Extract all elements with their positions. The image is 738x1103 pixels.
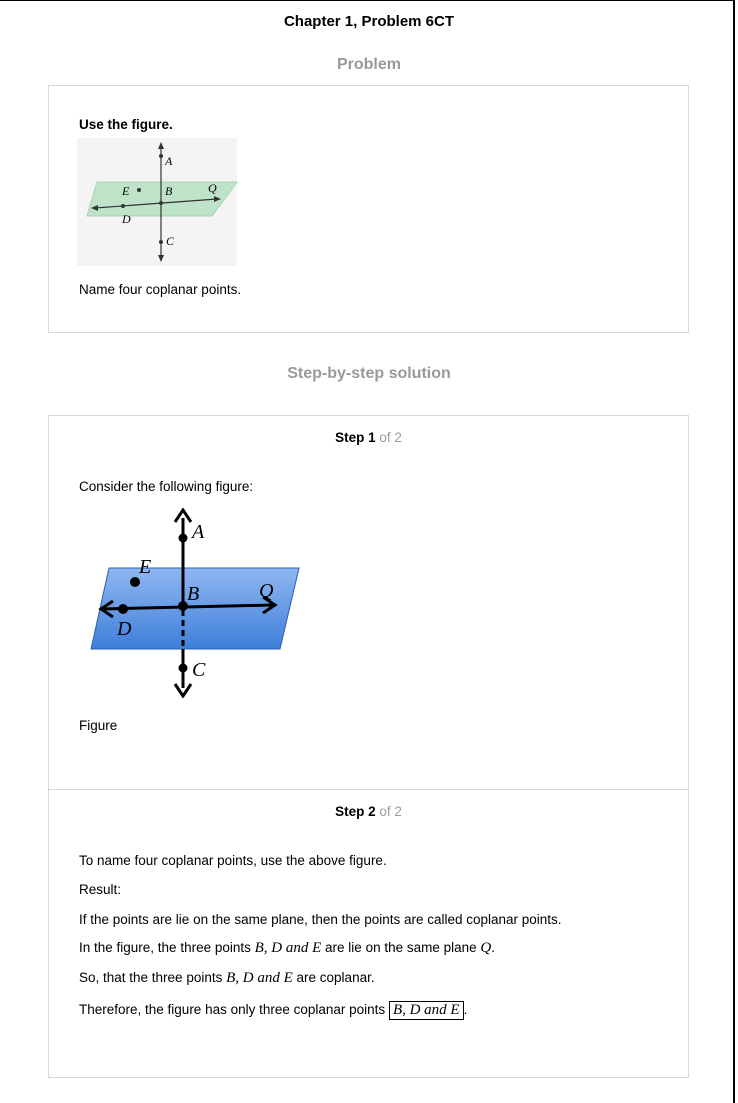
fig1-label-D: D (121, 212, 131, 226)
fig2-label-D: D (116, 618, 132, 640)
step-2-label: Step (335, 804, 365, 819)
step-2-line-2: Result: (79, 882, 122, 897)
line-5-text: So, that the three points (79, 970, 227, 985)
fig2-label-E: E (138, 556, 151, 578)
step-1-figure: A B C D E Q (90, 508, 300, 698)
fig2-label-C: C (192, 659, 206, 681)
step-2-line-5: So, that the three points B, D and E are… (79, 970, 375, 987)
problem-heading: Problem (336, 56, 401, 73)
step-2-line-6: Therefore, the figure has only three cop… (79, 1001, 468, 1020)
step-2-line-3: If the points are lie on the same plane,… (79, 912, 562, 927)
line-5-math: B, D and E (226, 970, 293, 986)
problem-panel: Use the figure. A B C D E Q Name four co… (48, 85, 689, 333)
line-4-end: . (491, 940, 496, 955)
step-1-label: Step (335, 430, 365, 445)
step-2-line-1: To name four coplanar points, use the ab… (79, 853, 387, 868)
fig1-label-B: B (165, 184, 173, 198)
problem-instruction: Use the figure. (79, 117, 173, 132)
step-1-intro: Consider the following figure: (79, 479, 254, 494)
step-2-header: Step 2 of 2 (49, 804, 688, 819)
step-2-number: 2 (368, 804, 376, 819)
line-4-text-mid: are lie on the same plane (321, 940, 481, 955)
step-1-number: 1 (368, 430, 376, 445)
step-2-total: of 2 (379, 804, 402, 819)
fig2-label-Q: Q (259, 580, 274, 602)
solution-panel: Step 1 of 2 Consider the following figur… (48, 415, 689, 1078)
page-title: Chapter 1, Problem 6CT (283, 13, 455, 30)
line-6-text: Therefore, the figure has only three cop… (79, 1002, 389, 1017)
line-6-end: . (463, 1002, 468, 1017)
fig1-label-E: E (121, 184, 130, 198)
fig2-label-A: A (190, 521, 205, 543)
fig1-label-Q: Q (208, 181, 217, 195)
problem-question: Name four coplanar points. (79, 282, 242, 297)
solution-heading: Step-by-step solution (287, 365, 451, 382)
fig1-label-C: C (166, 234, 175, 248)
step-2-line-4: In the figure, the three points B, D and… (79, 940, 495, 957)
problem-figure: A B C D E Q (77, 138, 238, 266)
step-1-caption: Figure (79, 718, 118, 733)
line-5-end: are coplanar. (292, 970, 375, 985)
step-divider (49, 789, 688, 790)
line-4-plane: Q (480, 940, 492, 956)
line-4-math: B, D and E (254, 940, 322, 956)
answer-box: B, D and E (388, 1001, 464, 1020)
fig2-label-B: B (187, 583, 199, 605)
step-1-total: of 2 (379, 430, 402, 445)
line-4-text: In the figure, the three points (79, 940, 255, 955)
step-1-header: Step 1 of 2 (49, 430, 688, 445)
fig1-label-A: A (164, 154, 173, 168)
